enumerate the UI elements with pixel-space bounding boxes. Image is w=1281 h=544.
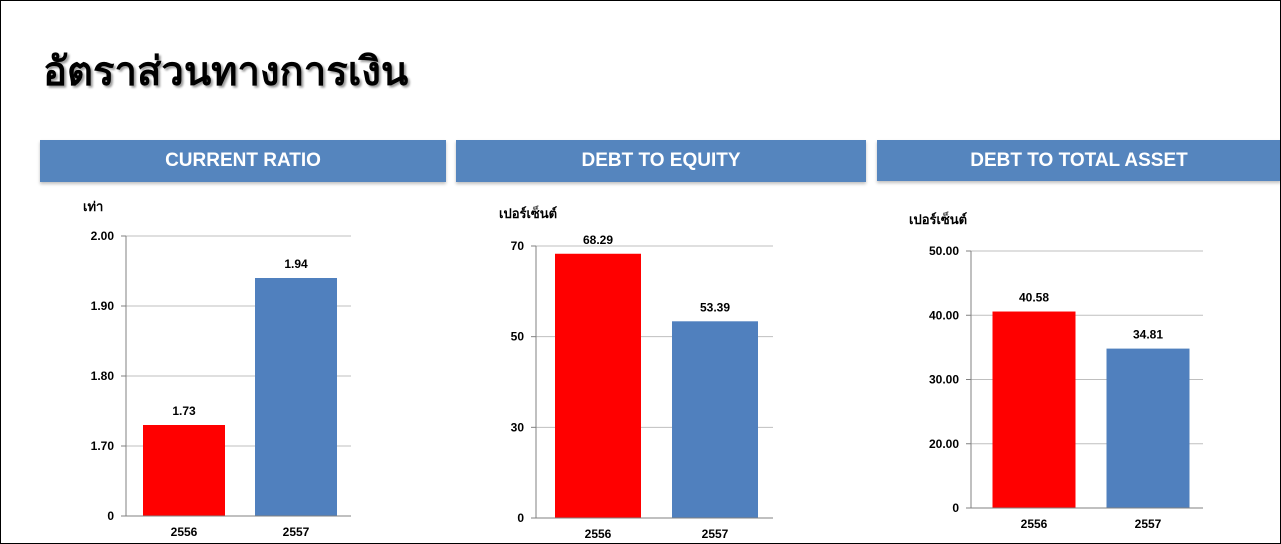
debt-to-total-asset-chart: เปอร์เซ็นต์ 0 20.00 30.00 40.00 50.00 40.58 255… (909, 210, 1203, 531)
bar-2556 (992, 311, 1076, 508)
y-tick-label: 40.00 (929, 308, 959, 322)
y-tick-label: 1.90 (91, 299, 115, 313)
data-label: 1.73 (172, 404, 196, 418)
y-tick-label: 50.00 (929, 244, 959, 258)
data-label: 1.94 (284, 257, 308, 271)
x-category-label: 2557 (283, 525, 310, 539)
y-axis-unit-label: เปอร์เซ็นต์ (499, 204, 557, 221)
current-ratio-chart: เท่า 0 1.70 1.80 1.90 2.00 1.73 2556 1.94 2557 (83, 199, 351, 539)
bar-2556 (143, 425, 225, 516)
y-tick-label: 0 (517, 511, 524, 525)
page-title: อัตราส่วนทางการเงิน (43, 49, 409, 95)
x-category-label: 2556 (585, 527, 612, 541)
bar-2557 (672, 321, 758, 518)
x-category-label: 2557 (702, 527, 729, 541)
debt-to-total-asset-header: DEBT TO TOTAL ASSET (877, 140, 1280, 181)
y-tick-label: 70 (511, 239, 525, 253)
y-axis-unit-label: เท่า (83, 199, 103, 214)
y-tick-label: 50 (511, 330, 525, 344)
debt-to-equity-header: DEBT TO EQUITY (456, 140, 866, 182)
current-ratio-header: CURRENT RATIO (40, 140, 446, 182)
y-tick-label: 2.00 (91, 229, 115, 243)
data-label: 53.39 (700, 300, 730, 314)
data-label: 68.29 (583, 233, 613, 247)
data-label: 40.58 (1019, 291, 1049, 305)
y-tick-label: 0 (952, 501, 959, 515)
x-category-label: 2556 (171, 525, 198, 539)
bar-2557 (1106, 348, 1190, 508)
y-tick-label: 1.70 (91, 439, 115, 453)
y-tick-label: 30 (511, 420, 525, 434)
y-tick-label: 30.00 (929, 373, 959, 387)
x-category-label: 2557 (1135, 517, 1162, 531)
debt-to-equity-chart: เปอร์เซ็นต์ 0 30 50 70 68.29 2556 53.39 2557 (499, 204, 773, 541)
y-tick-label: 1.80 (91, 369, 115, 383)
data-label: 34.81 (1133, 328, 1163, 342)
y-tick-label: 20.00 (929, 437, 959, 451)
bar-2557 (255, 278, 337, 516)
bar-2556 (555, 253, 641, 518)
y-tick-label: 0 (107, 509, 114, 523)
x-category-label: 2556 (1021, 517, 1048, 531)
y-axis-unit-label: เปอร์เซ็นต์ (909, 210, 967, 227)
